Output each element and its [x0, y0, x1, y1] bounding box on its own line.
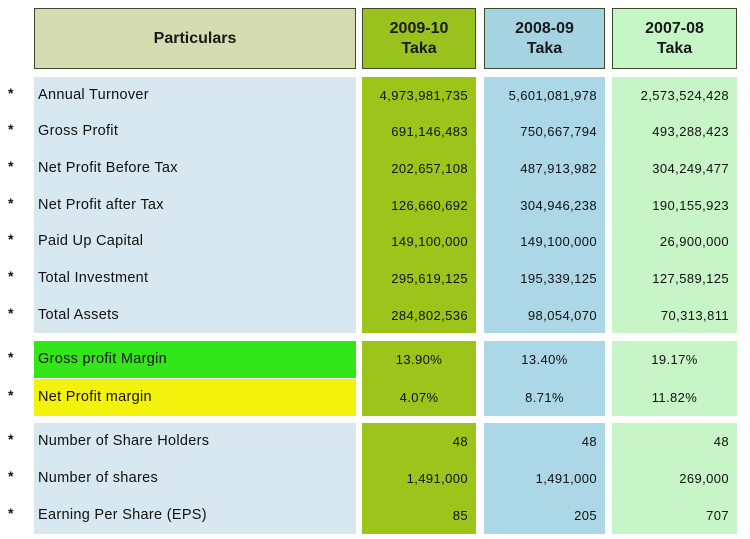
table-row: * Number of Share Holders 48 48 48: [0, 423, 750, 460]
header-particulars: Particulars: [34, 8, 356, 69]
header-year: 2009-10: [389, 19, 449, 37]
table-row: * Gross Profit 691,146,483 750,667,794 4…: [0, 113, 750, 150]
bullet-icon: *: [8, 468, 14, 484]
value-2009-10: 202,657,108: [391, 161, 468, 176]
row-label: Paid Up Capital: [38, 233, 144, 249]
value-2008-09: 48: [581, 434, 597, 449]
value-2007-08: 127,589,125: [652, 271, 729, 286]
value-2007-08: 26,900,000: [659, 234, 729, 249]
col-2008-09-panel-3: [484, 423, 605, 534]
header-year: 2007-08: [645, 19, 704, 37]
bullet-icon: *: [8, 85, 14, 101]
value-2009-10: 48: [452, 434, 468, 449]
row-label: Number of shares: [38, 470, 159, 486]
value-2009-10: 691,146,483: [391, 124, 468, 139]
value-2009-10: 149,100,000: [391, 234, 468, 249]
value-2008-09: 98,054,070: [527, 308, 597, 323]
value-2008-09: 13.40%: [521, 352, 568, 367]
value-2007-08: 304,249,477: [652, 161, 729, 176]
table-row: * Total Investment 295,619,125 195,339,1…: [0, 260, 750, 297]
value-2008-09: 149,100,000: [520, 234, 597, 249]
table-row: * Total Assets 284,802,536 98,054,070 70…: [0, 297, 750, 334]
value-2009-10: 295,619,125: [391, 271, 468, 286]
header-2009-10: 2009-10 Taka: [362, 8, 476, 69]
value-2008-09: 1,491,000: [535, 471, 597, 486]
header-unit: Taka: [526, 39, 563, 57]
value-2008-09: 304,946,238: [520, 198, 597, 213]
table-row-net-margin: * Net Profit margin 4.07% 8.71% 11.82%: [0, 379, 750, 416]
bullet-icon: *: [8, 268, 14, 284]
value-2008-09: 205: [574, 508, 597, 523]
col-2007-08-panel-2: [612, 341, 737, 416]
value-2009-10: 13.90%: [395, 352, 443, 367]
value-2009-10: 85: [452, 508, 468, 523]
value-2008-09: 8.71%: [525, 390, 564, 405]
row-label: Total Investment: [38, 270, 149, 286]
value-2007-08: 269,000: [679, 471, 729, 486]
header-2007-08: 2007-08 Taka: [612, 8, 737, 69]
value-2009-10: 126,660,692: [391, 198, 468, 213]
bullet-icon: *: [8, 431, 14, 447]
row-label: Number of Share Holders: [38, 433, 210, 449]
col-2009-10-panel-3: [362, 423, 476, 534]
particulars-panel-3: [34, 423, 356, 534]
table-row: * Earning Per Share (EPS) 85 205 707: [0, 497, 750, 534]
value-2007-08: 2,573,524,428: [640, 88, 729, 103]
row-label: Annual Turnover: [38, 87, 149, 103]
value-2009-10: 4.07%: [399, 390, 439, 405]
bullet-icon: *: [8, 195, 14, 211]
row-label: Net Profit Before Tax: [38, 160, 178, 176]
bullet-icon: *: [8, 387, 14, 403]
row-label: Net Profit margin: [34, 379, 356, 416]
row-label: Earning Per Share (EPS): [38, 507, 207, 523]
col-2008-09-panel-1: [484, 77, 605, 333]
row-label: Gross profit Margin: [34, 341, 356, 378]
bullet-icon: *: [8, 505, 14, 521]
row-label: Gross Profit: [38, 123, 119, 139]
bullet-icon: *: [8, 121, 14, 137]
value-2007-08: 190,155,923: [652, 198, 729, 213]
table-row: * Paid Up Capital 149,100,000 149,100,00…: [0, 223, 750, 260]
value-2007-08: 493,288,423: [652, 124, 729, 139]
bullet-icon: *: [8, 231, 14, 247]
header-unit: Taka: [656, 39, 693, 57]
value-2007-08: 19.17%: [651, 352, 698, 367]
bullet-icon: *: [8, 305, 14, 321]
bullet-icon: *: [8, 158, 14, 174]
col-2009-10-panel-1: [362, 77, 476, 333]
col-2007-08-panel-1: [612, 77, 737, 333]
value-2009-10: 284,802,536: [391, 308, 468, 323]
value-2007-08: 70,313,811: [660, 308, 729, 323]
value-2008-09: 195,339,125: [520, 271, 597, 286]
value-2007-08: 48: [713, 434, 729, 449]
table-row: * Number of shares 1,491,000 1,491,000 2…: [0, 460, 750, 497]
col-2007-08-panel-3: [612, 423, 737, 534]
row-label: Total Assets: [38, 307, 119, 323]
table-row: * Annual Turnover 4,973,981,735 5,601,08…: [0, 77, 750, 114]
value-2008-09: 5,601,081,978: [508, 88, 597, 103]
table-row: * Net Profit Before Tax 202,657,108 487,…: [0, 150, 750, 187]
value-2008-09: 750,667,794: [520, 124, 597, 139]
col-2009-10-panel-2: [362, 341, 476, 416]
row-label: Net Profit after Tax: [38, 197, 164, 213]
value-2008-09: 487,913,982: [520, 161, 597, 176]
header-year: 2008-09: [515, 19, 574, 37]
particulars-panel-1: [34, 77, 356, 333]
bullet-icon: *: [8, 349, 14, 365]
table-row-gross-margin: * Gross profit Margin 13.90% 13.40% 19.1…: [0, 341, 750, 378]
header-particulars-label: Particulars: [153, 29, 237, 47]
value-2007-08: 707: [706, 508, 729, 523]
header-unit: Taka: [401, 39, 437, 57]
header-2008-09: 2008-09 Taka: [484, 8, 605, 69]
value-2009-10: 4,973,981,735: [379, 88, 468, 103]
value-2009-10: 1,491,000: [406, 471, 468, 486]
table-row: * Net Profit after Tax 126,660,692 304,9…: [0, 187, 750, 224]
col-2008-09-panel-2: [484, 341, 605, 416]
value-2007-08: 11.82%: [651, 390, 698, 405]
